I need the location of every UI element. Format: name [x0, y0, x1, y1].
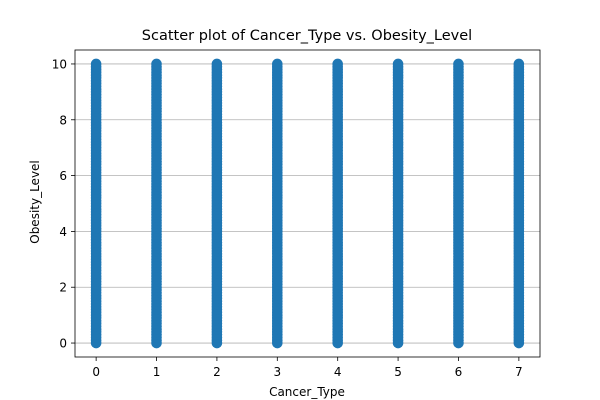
scatter-point — [392, 58, 404, 70]
scatter-point — [513, 58, 525, 70]
scatter-point — [272, 58, 283, 70]
x-tick-label-6: 6 — [455, 365, 463, 379]
x-tick-label-1: 1 — [153, 365, 161, 379]
y-tick-label-4: 4 — [59, 225, 67, 239]
x-tick-label-3: 3 — [273, 365, 281, 379]
scatter-point — [211, 58, 223, 70]
y-tick-label-0: 0 — [59, 337, 67, 351]
scatter-point — [453, 58, 464, 70]
x-tick-label-0: 0 — [92, 365, 100, 379]
x-axis-label: Cancer_Type — [269, 385, 345, 399]
scatter-point — [332, 58, 343, 70]
point-column-7 — [513, 58, 525, 349]
point-column-0 — [90, 58, 102, 349]
chart-title: Scatter plot of Cancer_Type vs. Obesity_… — [142, 28, 472, 44]
y-tick-label-10: 10 — [52, 57, 67, 71]
y-tick-label-6: 6 — [59, 169, 67, 183]
x-tick-label-4: 4 — [334, 365, 342, 379]
point-column-3 — [272, 58, 283, 349]
y-tick-label-2: 2 — [59, 281, 67, 295]
x-tick-label-7: 7 — [515, 365, 523, 379]
x-axis-ticks: 0 1 2 3 4 5 6 7 — [92, 357, 523, 379]
scatter-points — [90, 58, 525, 349]
scatter-point — [90, 58, 102, 70]
y-tick-label-8: 8 — [59, 113, 67, 127]
y-gridlines — [75, 63, 540, 344]
y-axis-label: Obesity_Level — [28, 160, 42, 244]
point-column-5 — [392, 58, 404, 349]
point-column-1 — [151, 58, 162, 349]
x-tick-label-2: 2 — [213, 365, 221, 379]
scatter-point — [151, 58, 162, 70]
point-column-4 — [332, 58, 343, 349]
plot-frame — [74, 49, 541, 358]
point-column-6 — [453, 58, 464, 349]
point-column-2 — [211, 58, 223, 349]
y-axis-ticks: 0 2 4 6 8 10 — [52, 57, 75, 351]
x-tick-label-5: 5 — [394, 365, 402, 379]
